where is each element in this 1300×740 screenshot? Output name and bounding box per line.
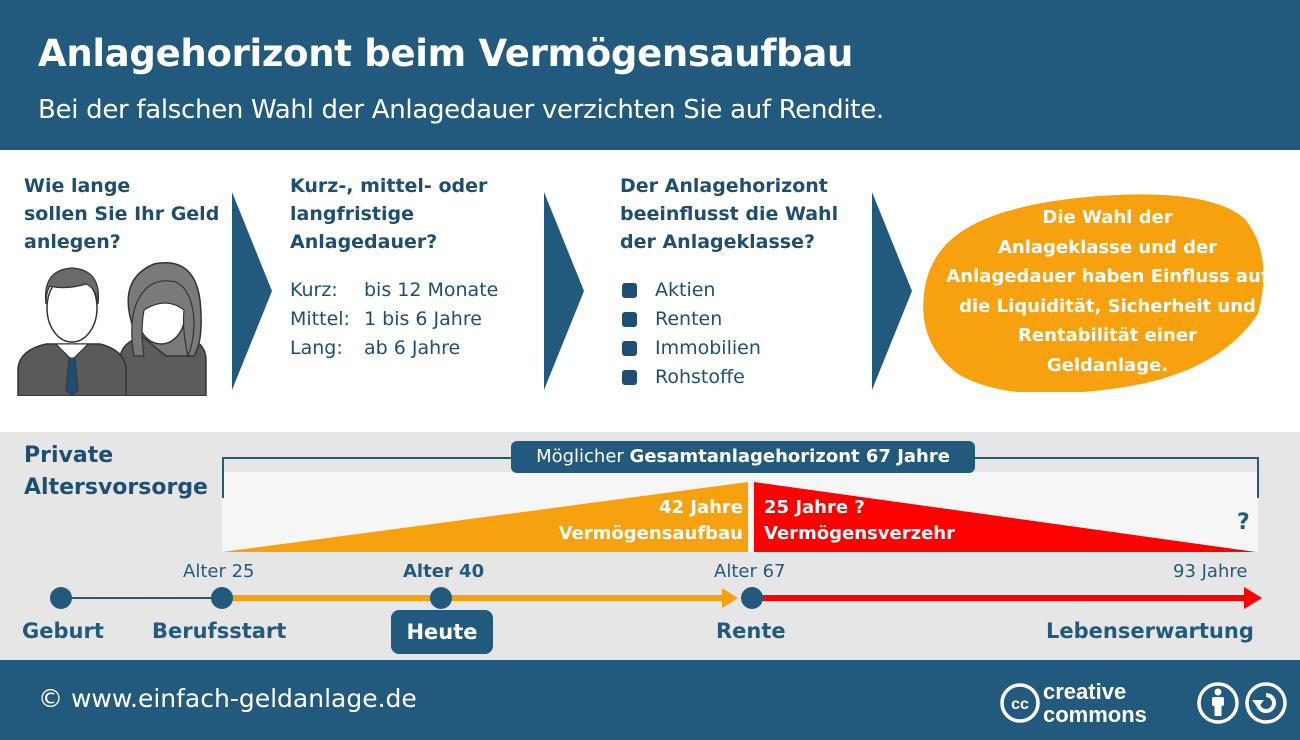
- chevron-right-icon: [872, 192, 912, 390]
- svg-text:creative: creative: [1043, 679, 1126, 704]
- tick-label: 93 Jahre: [1173, 561, 1248, 582]
- footer-url: © www.einfach-geldanlage.de: [38, 684, 417, 713]
- unknown-mark: ?: [1237, 510, 1250, 535]
- page-subtitle: Bei der falschen Wahl der Anlagedauer ve…: [38, 95, 884, 125]
- tick-label: Alter 40: [403, 561, 485, 582]
- today-badge: Heute: [391, 610, 493, 654]
- node-label-life-expectancy: Lebenserwartung: [1046, 619, 1254, 643]
- attribution-icon: [1197, 682, 1239, 724]
- total-horizon-badge: Möglicher Gesamtanlagehorizont 67 Jahre: [511, 441, 975, 473]
- question-how-long: Wie lange sollen Sie Ihr Geld anlegen?: [24, 175, 220, 253]
- duration-row: Mittel: 1 bis 6 Jahre: [290, 308, 482, 330]
- bullet-icon: [622, 370, 637, 385]
- chevron-right-icon: [544, 192, 584, 390]
- node-label-career: Berufsstart: [152, 619, 287, 643]
- svg-text:cc: cc: [1011, 696, 1029, 713]
- asset-class-list: Aktien Renten Immobilien Rohstoffe: [622, 276, 761, 392]
- node-label-retirement: Rente: [716, 619, 786, 643]
- duration-row: Kurz: bis 12 Monate: [290, 279, 499, 301]
- bullet-icon: [622, 283, 637, 298]
- section-label: Private Altersvorsorge: [24, 443, 208, 500]
- duration-list: Kurz: bis 12 Monate Mittel: 1 bis 6 Jahre …: [290, 276, 498, 363]
- duration-row: Lang: ab 6 Jahre: [290, 337, 461, 359]
- node-label-birth: Geburt: [22, 619, 104, 643]
- drawdown-label: 25 Jahre ? Vermögensverzehr: [764, 497, 955, 544]
- page-title: Anlagehorizont beim Vermögensaufbau: [38, 32, 854, 75]
- bullet-icon: [622, 341, 637, 356]
- arrowhead-icon: [722, 588, 738, 608]
- tick-label: Alter 25: [183, 561, 255, 582]
- question-duration: Kurz-, mittel- oder langfristige Anlaged…: [290, 175, 488, 253]
- persons-icon: [17, 262, 207, 396]
- conclusion-text: Die Wahl der Anlageklasse und der Anlage…: [946, 207, 1269, 376]
- creative-commons-logo: cc creative commons: [1000, 679, 1287, 727]
- chevron-right-icon: [232, 192, 272, 390]
- node-birth: [50, 587, 72, 609]
- list-item: Immobilien: [622, 334, 761, 363]
- header-banner: Anlagehorizont beim Vermögensaufbau Bei …: [0, 0, 1300, 150]
- tick-label: Alter 67: [714, 561, 786, 582]
- svg-text:commons: commons: [1043, 702, 1147, 727]
- footer: © www.einfach-geldanlage.de: [0, 660, 1300, 740]
- list-item: Renten: [622, 305, 761, 334]
- node-career: [211, 587, 233, 609]
- build-up-label: 42 Jahre Vermögensaufbau: [558, 497, 743, 544]
- build-up-wedge: [222, 482, 748, 552]
- node-today: [430, 587, 452, 609]
- list-item: Aktien: [622, 276, 761, 305]
- question-asset-class: Der Anlagehorizont beeinflusst die Wahl …: [620, 175, 839, 253]
- conclusion-blob: [923, 194, 1264, 392]
- share-alike-icon: [1245, 682, 1287, 724]
- node-retirement: [741, 587, 763, 609]
- list-item: Rohstoffe: [622, 363, 761, 392]
- arrowhead-icon: [1244, 587, 1262, 609]
- bullet-icon: [622, 312, 637, 327]
- drawdown-wedge: [754, 482, 1256, 552]
